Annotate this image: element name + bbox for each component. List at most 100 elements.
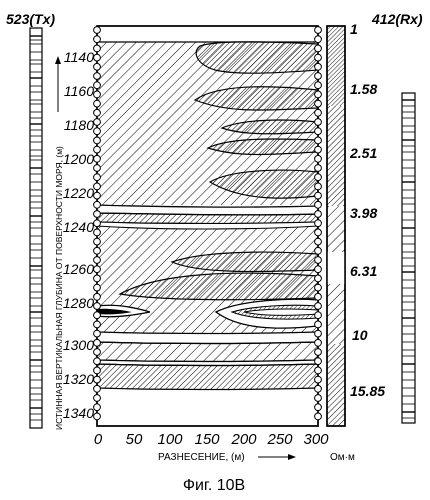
- station-circle: [315, 91, 322, 98]
- x-tick: 150: [194, 431, 220, 448]
- y-tick: 1200: [63, 151, 94, 167]
- station-circle: [315, 330, 322, 337]
- station-circle: [94, 183, 101, 190]
- station-circle: [315, 137, 322, 144]
- station-circle: [315, 238, 322, 245]
- station-circle: [94, 174, 101, 181]
- station-circle: [94, 137, 101, 144]
- station-circle: [315, 183, 322, 190]
- station-circle: [315, 100, 322, 107]
- station-circle: [94, 201, 101, 208]
- station-circle: [94, 413, 101, 420]
- right-log-title: 412(Rx): [371, 11, 423, 27]
- scale-tick: 1.58: [350, 81, 377, 97]
- station-circle: [315, 220, 322, 227]
- scale-tick: 3.98: [350, 205, 377, 221]
- x-axis-arrowhead: [288, 454, 296, 460]
- station-circle: [315, 54, 322, 61]
- scale-tick: 1: [350, 21, 358, 37]
- station-circle: [315, 109, 322, 116]
- station-circle: [94, 119, 101, 126]
- station-circle: [315, 36, 322, 43]
- station-circle: [315, 201, 322, 208]
- station-circle: [315, 339, 322, 346]
- station-circle: [94, 395, 101, 402]
- station-circle: [315, 303, 322, 310]
- y-tick: 1140: [64, 49, 94, 65]
- station-circle: [94, 211, 101, 218]
- x-axis-label: РАЗНЕСЕНИЕ, (м): [158, 452, 245, 463]
- station-circle: [315, 385, 322, 392]
- station-circle: [315, 247, 322, 254]
- station-circle: [315, 63, 322, 70]
- transmitter-stations: [94, 27, 101, 420]
- station-circle: [315, 27, 322, 34]
- station-circle: [315, 395, 322, 402]
- x-tick: 0: [94, 431, 103, 448]
- station-circle: [315, 192, 322, 199]
- station-circle: [315, 119, 322, 126]
- scale-ticks: 1 1.58 2.51 3.98 6.31 10 15.85: [349, 21, 385, 399]
- station-circle: [94, 82, 101, 89]
- station-circle: [94, 349, 101, 356]
- station-circle: [315, 73, 322, 80]
- resistivity-scale: [327, 26, 345, 426]
- station-circle: [94, 257, 101, 264]
- contour-band: [97, 342, 318, 362]
- left-log-title: 523(Tx): [6, 11, 55, 27]
- station-circle: [94, 146, 101, 153]
- station-circle: [315, 349, 322, 356]
- station-circle: [94, 220, 101, 227]
- right-well-log: [402, 93, 415, 423]
- station-circle: [315, 367, 322, 374]
- station-circle: [315, 293, 322, 300]
- station-circle: [315, 376, 322, 383]
- station-circle: [315, 266, 322, 273]
- y-axis-ticks: 1140 1160 1180 1200 1220 1240 1260 1280 …: [63, 49, 94, 421]
- contour-band: [97, 364, 318, 390]
- station-circle: [94, 284, 101, 291]
- station-circle: [315, 404, 322, 411]
- station-circle: [315, 321, 322, 328]
- station-circle: [94, 238, 101, 245]
- x-axis-ticks: 0 50 100 150 200 250 300: [94, 431, 329, 448]
- y-tick: 1240: [63, 219, 94, 235]
- x-tick: 50: [126, 431, 143, 448]
- station-circle: [94, 330, 101, 337]
- y-tick: 1340: [63, 405, 94, 421]
- station-circle: [94, 367, 101, 374]
- station-circle: [94, 54, 101, 61]
- y-tick: 1320: [63, 371, 94, 387]
- station-circle: [94, 63, 101, 70]
- station-circle: [94, 165, 101, 172]
- station-circle: [94, 247, 101, 254]
- y-tick: 1220: [63, 185, 94, 201]
- figure-caption: Фиг. 10В: [183, 477, 245, 494]
- station-circle: [315, 312, 322, 319]
- contour-panel: [97, 26, 318, 426]
- station-circle: [315, 413, 322, 420]
- station-circle: [315, 82, 322, 89]
- x-tick: 100: [157, 431, 183, 448]
- station-circle: [315, 128, 322, 135]
- left-well-log: [30, 28, 42, 428]
- station-circle: [315, 165, 322, 172]
- station-circle: [94, 192, 101, 199]
- station-circle: [315, 146, 322, 153]
- station-circle: [94, 303, 101, 310]
- station-circle: [94, 376, 101, 383]
- y-tick: 1280: [63, 295, 94, 311]
- station-circle: [315, 229, 322, 236]
- station-circle: [315, 358, 322, 365]
- scale-tick: 2.51: [349, 145, 377, 161]
- station-circle: [315, 155, 322, 162]
- station-circle: [94, 27, 101, 34]
- station-circle: [94, 312, 101, 319]
- scale-tick: 15.85: [350, 383, 385, 399]
- station-circle: [94, 229, 101, 236]
- scale-unit: Ом·м: [330, 452, 355, 463]
- station-circle: [315, 45, 322, 52]
- station-circle: [94, 404, 101, 411]
- y-tick: 1160: [64, 83, 94, 99]
- x-tick: 200: [230, 431, 257, 448]
